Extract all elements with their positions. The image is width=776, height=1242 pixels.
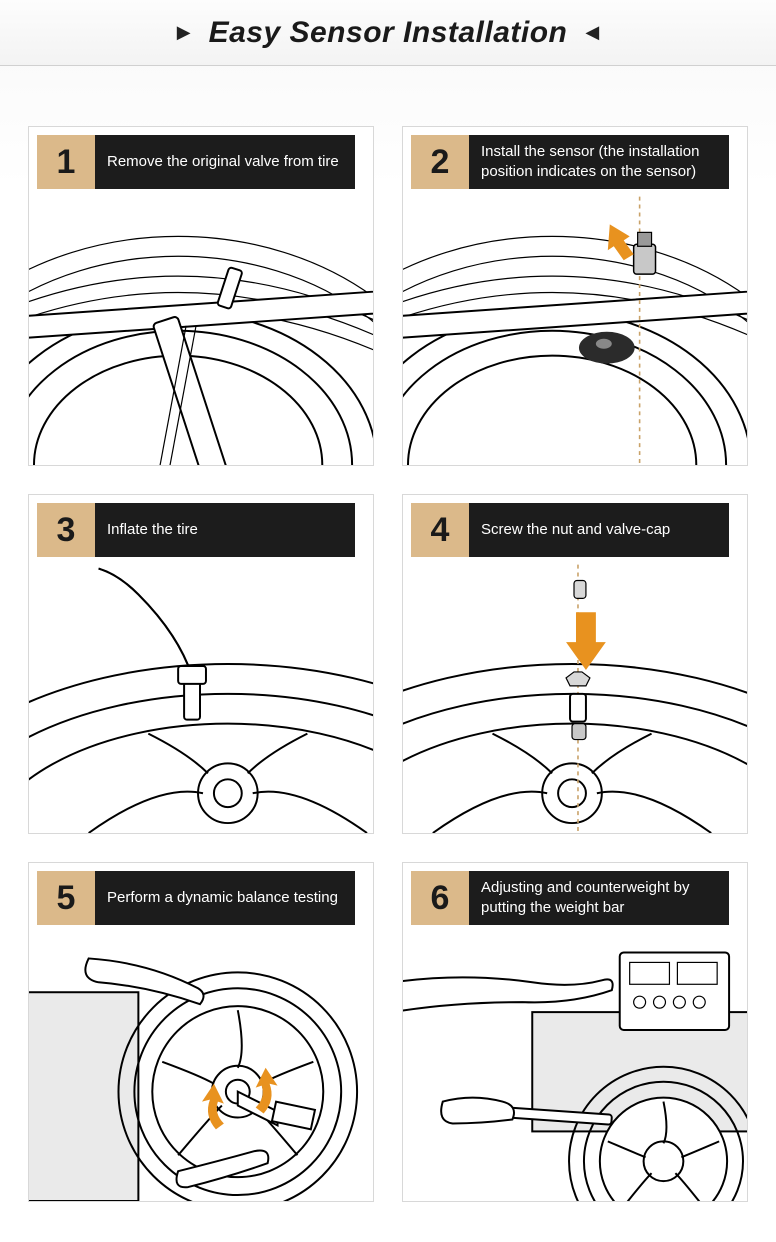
step-number: 1 bbox=[37, 135, 95, 189]
step-description: Perform a dynamic balance testing bbox=[95, 871, 355, 925]
step-number: 6 bbox=[411, 871, 469, 925]
step-card: 3 Inflate the tire bbox=[28, 494, 374, 834]
step-card: 1 Remove the original valve from tire bbox=[28, 126, 374, 466]
page-header: ▶ Easy Sensor Installation ◀ bbox=[0, 0, 776, 66]
step-number: 4 bbox=[411, 503, 469, 557]
step-number: 5 bbox=[37, 871, 95, 925]
step-description: Install the sensor (the installation pos… bbox=[469, 135, 729, 189]
step-number: 3 bbox=[37, 503, 95, 557]
steps-grid: 1 Remove the original valve from tire bbox=[0, 66, 776, 1242]
step-number: 2 bbox=[411, 135, 469, 189]
step-label: 6 Adjusting and counterweight by putting… bbox=[411, 871, 729, 925]
step-description: Adjusting and counterweight by putting t… bbox=[469, 871, 729, 925]
step-card: 2 Install the sensor (the installation p… bbox=[402, 126, 748, 466]
step-label: 3 Inflate the tire bbox=[37, 503, 355, 557]
step-card: 6 Adjusting and counterweight by putting… bbox=[402, 862, 748, 1202]
step-label: 1 Remove the original valve from tire bbox=[37, 135, 355, 189]
step-label: 4 Screw the nut and valve-cap bbox=[411, 503, 729, 557]
step-card: 5 Perform a dynamic balance testing bbox=[28, 862, 374, 1202]
step-description: Inflate the tire bbox=[95, 503, 355, 557]
step-description: Remove the original valve from tire bbox=[95, 135, 355, 189]
right-triangle-icon: ◀ bbox=[585, 22, 599, 43]
page-title: Easy Sensor Installation bbox=[209, 16, 568, 50]
step-description: Screw the nut and valve-cap bbox=[469, 503, 729, 557]
step-card: 4 Screw the nut and valve-cap bbox=[402, 494, 748, 834]
left-triangle-icon: ▶ bbox=[177, 22, 191, 43]
step-label: 2 Install the sensor (the installation p… bbox=[411, 135, 729, 189]
step-label: 5 Perform a dynamic balance testing bbox=[37, 871, 355, 925]
